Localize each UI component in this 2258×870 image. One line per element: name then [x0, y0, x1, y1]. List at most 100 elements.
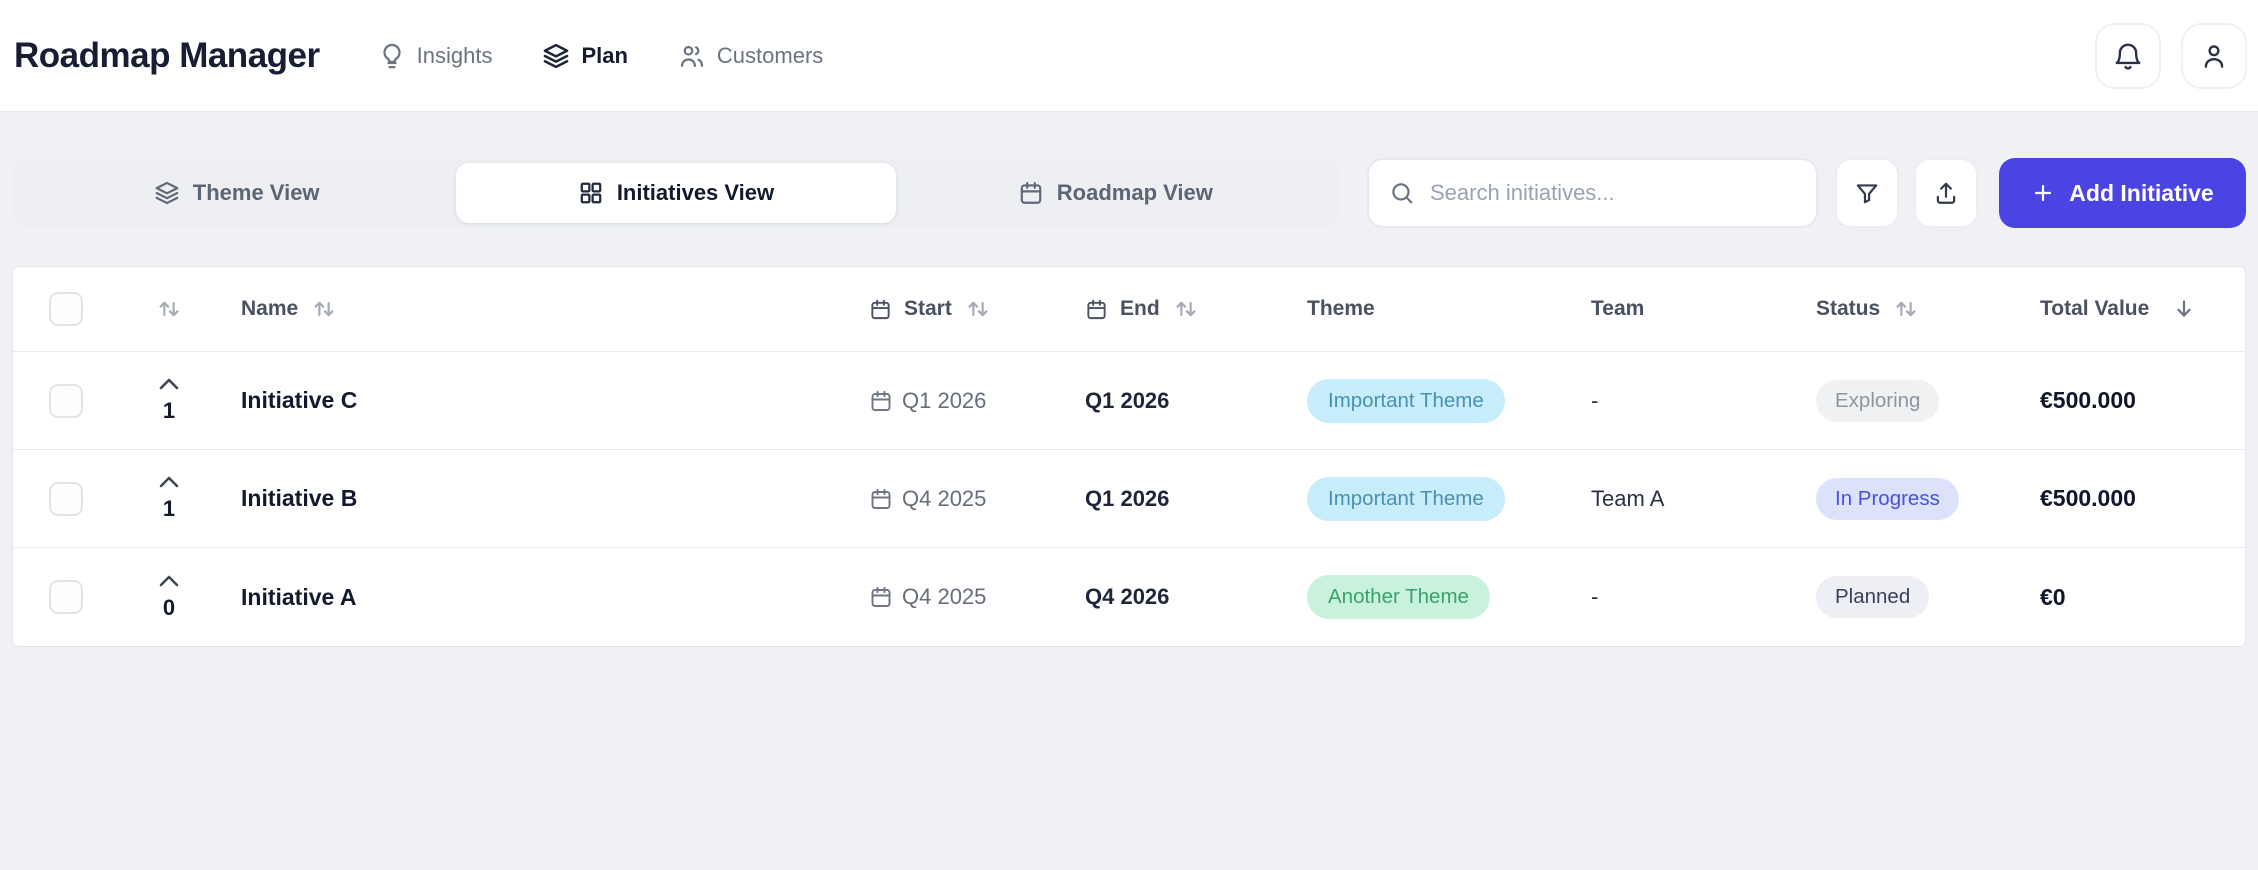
sort-icon — [1172, 295, 1200, 323]
column-label: Status — [1816, 297, 1881, 320]
column-header-team: Team — [1591, 297, 1644, 321]
column-header-start[interactable]: Start — [869, 295, 992, 323]
tab-label: Roadmap View — [1056, 180, 1213, 205]
export-button[interactable] — [1914, 158, 1978, 228]
calendar-icon — [1018, 180, 1044, 206]
column-label: Total Value — [2040, 297, 2150, 320]
column-header-end[interactable]: End — [1085, 295, 1200, 323]
calendar-icon — [869, 389, 893, 413]
bell-icon — [2113, 41, 2143, 71]
column-label: End — [1120, 297, 1160, 320]
tab-label: Initiatives View — [616, 180, 775, 205]
header-actions — [2095, 22, 2247, 89]
row-checkbox[interactable] — [49, 580, 83, 614]
table-row: 0 Initiative A Q4 2025 Q4 2026 Another T… — [13, 548, 2245, 646]
tab-theme-view[interactable]: Theme View — [17, 163, 456, 223]
calendar-icon — [869, 585, 893, 609]
notifications-button[interactable] — [2095, 22, 2161, 89]
vote-control: 0 — [157, 574, 181, 621]
end-quarter: Q4 2026 — [1085, 584, 1170, 609]
main-nav: Insights Plan Customers — [378, 42, 823, 70]
status-badge: Planned — [1816, 576, 1930, 618]
total-value: €0 — [2040, 583, 2066, 610]
chevron-up-icon[interactable] — [157, 574, 181, 588]
table-row: 1 Initiative C Q1 2026 Q1 2026 Important… — [13, 352, 2245, 450]
layers-icon — [154, 180, 180, 206]
theme-badge: Important Theme — [1307, 378, 1505, 423]
column-label: Start — [904, 297, 952, 320]
sort-icon — [1892, 295, 1920, 323]
tab-initiatives-view[interactable]: Initiatives View — [456, 163, 896, 223]
grid-icon — [578, 180, 604, 206]
funnel-icon — [1854, 180, 1880, 206]
nav-item-label: Insights — [416, 42, 493, 68]
vote-count: 0 — [162, 594, 176, 620]
layers-icon — [542, 42, 570, 70]
chevron-up-icon[interactable] — [157, 475, 181, 489]
app-header: Roadmap Manager Insights Plan Customers — [0, 0, 2258, 112]
chevron-up-icon[interactable] — [157, 377, 181, 391]
team-value: Team A — [1591, 485, 1665, 511]
initiative-name[interactable]: Initiative C — [241, 387, 358, 413]
tab-label: Theme View — [192, 180, 320, 205]
start-quarter: Q1 2026 — [902, 387, 987, 413]
vote-count: 1 — [162, 398, 176, 423]
start-quarter: Q4 2025 — [902, 584, 987, 609]
page-title: Roadmap Manager — [14, 35, 320, 75]
end-quarter: Q1 2026 — [1085, 387, 1170, 413]
initiative-name[interactable]: Initiative A — [241, 583, 357, 610]
status-badge: Exploring — [1816, 379, 1940, 422]
tab-roadmap-view[interactable]: Roadmap View — [896, 163, 1335, 223]
calendar-icon — [869, 298, 892, 321]
column-header-name[interactable]: Name — [241, 295, 338, 323]
total-value: €500.000 — [2040, 485, 2136, 511]
vote-control: 1 — [157, 377, 181, 424]
toolbar: Theme View Initiatives View Roadmap View — [12, 158, 2246, 228]
lightbulb-icon — [378, 42, 406, 70]
nav-item-plan[interactable]: Plan — [542, 42, 628, 70]
initiatives-table: Name Start End — [12, 266, 2246, 647]
column-header-total-value[interactable]: Total Value — [2040, 296, 2197, 322]
team-value: - — [1591, 387, 1599, 413]
column-header-status[interactable]: Status — [1816, 295, 1920, 323]
initiative-name[interactable]: Initiative B — [241, 485, 358, 511]
nav-item-customers[interactable]: Customers — [678, 42, 823, 70]
theme-badge: Important Theme — [1307, 476, 1505, 521]
total-value: €500.000 — [2040, 387, 2136, 413]
upload-icon — [1933, 180, 1959, 206]
account-button[interactable] — [2181, 22, 2247, 89]
column-label: Team — [1591, 297, 1645, 320]
sort-icon — [310, 295, 338, 323]
search-input[interactable] — [1430, 180, 1796, 206]
row-checkbox[interactable] — [49, 383, 83, 418]
users-icon — [678, 42, 706, 70]
theme-badge: Another Theme — [1307, 575, 1490, 619]
calendar-icon — [869, 487, 893, 511]
column-header-theme: Theme — [1307, 297, 1375, 321]
column-label: Name — [241, 297, 299, 320]
add-initiative-label: Add Initiative — [2069, 179, 2214, 206]
nav-item-label: Customers — [716, 42, 824, 68]
search-icon — [1389, 180, 1415, 206]
vote-count: 1 — [162, 496, 176, 521]
sort-icon — [964, 295, 992, 323]
sort-order-column-icon[interactable] — [155, 295, 183, 323]
user-icon — [2199, 41, 2229, 71]
team-value: - — [1591, 584, 1599, 609]
calendar-icon — [1085, 298, 1108, 321]
table-header-row: Name Start End — [13, 267, 2245, 352]
nav-item-label: Plan — [581, 42, 628, 68]
add-initiative-button[interactable]: Add Initiative — [1999, 158, 2246, 228]
filter-button[interactable] — [1835, 158, 1899, 228]
status-badge: In Progress — [1816, 477, 1959, 520]
start-quarter: Q4 2025 — [902, 485, 987, 511]
arrow-down-icon — [2171, 296, 2197, 322]
row-checkbox[interactable] — [49, 481, 83, 516]
search-box — [1367, 158, 1818, 228]
view-switcher: Theme View Initiatives View Roadmap View — [12, 158, 1340, 228]
select-all-checkbox[interactable] — [49, 292, 83, 326]
end-quarter: Q1 2026 — [1085, 485, 1170, 511]
vote-control: 1 — [157, 475, 181, 522]
table-row: 1 Initiative B Q4 2025 Q1 2026 Important… — [13, 450, 2245, 548]
nav-item-insights[interactable]: Insights — [378, 42, 493, 70]
